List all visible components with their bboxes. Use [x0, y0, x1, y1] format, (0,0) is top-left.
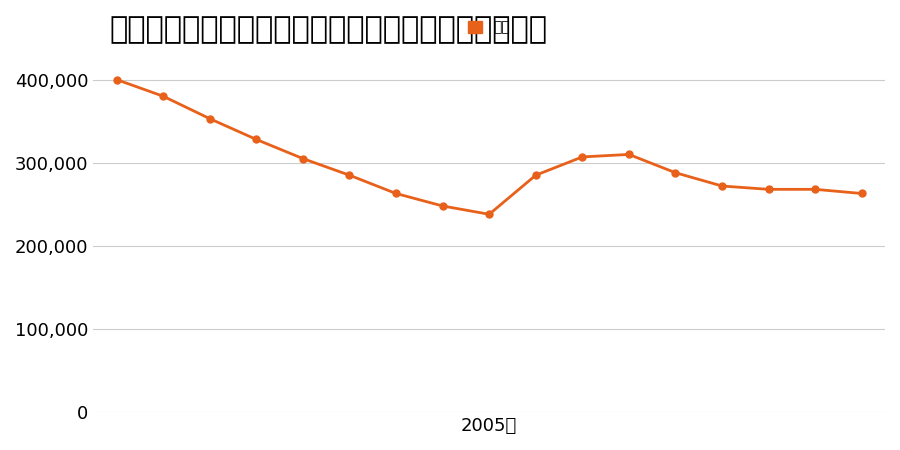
Legend: 価格: 価格: [463, 15, 516, 40]
Text: 大阪府大阪市東成区東今里２丁目３３番５の地価推移: 大阪府大阪市東成区東今里２丁目３３番５の地価推移: [109, 15, 547, 44]
